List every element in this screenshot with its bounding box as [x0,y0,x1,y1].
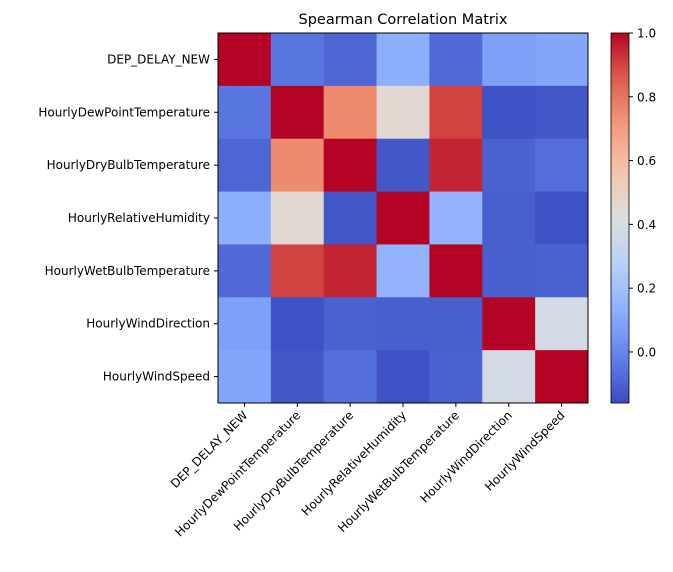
heatmap-cell [535,297,589,351]
heatmap-cell [323,297,378,351]
colorbar-tick-label: 0.4 [637,218,656,232]
heatmap-cell [323,85,378,140]
heatmap-cell [218,350,272,404]
heatmap-cell [376,33,430,87]
x-tick-label: HourlyRelativeHumidity [299,408,409,518]
colorbar-tick-label: 1.0 [637,27,656,41]
heatmap-cell [429,191,483,245]
x-axis-labels: DEP_DELAY_NEWHourlyDewPointTemperatureHo… [168,403,568,539]
heatmap-cell [482,297,536,351]
heatmap-cell [270,85,325,140]
heatmap-cell [218,297,272,351]
y-tick-label: HourlyWetBulbTemperature [45,264,210,278]
heatmap-cell [482,33,536,87]
colorbar-tick-label: 0.2 [637,282,656,296]
heatmap-cell [482,350,536,404]
heatmap-cell [429,297,483,351]
colorbar-tick-label: 0.0 [637,345,656,359]
heatmap-cell [535,138,589,193]
heatmap-cell [218,244,272,298]
heatmap-cell [218,33,272,87]
heatmap-cell [376,191,430,245]
heatmap-cell [376,85,430,140]
heatmap-cell [429,244,483,298]
heatmap-cell [429,85,483,140]
heatmap-cell [218,85,272,140]
heatmap-cell [218,138,272,193]
heatmap-cell [323,244,378,298]
heatmap-cell [323,191,378,245]
y-tick-label: HourlyRelativeHumidity [68,211,210,225]
y-tick-label: HourlyWindDirection [86,317,210,331]
heatmap-cell [429,33,483,87]
heatmap-cell [218,191,272,245]
chart-title: Spearman Correlation Matrix [299,12,508,28]
heatmap-cell [376,138,430,193]
heatmap-cell [535,350,589,404]
heatmap-cell [376,244,430,298]
heatmap-cell [270,244,325,298]
heatmap-cell [482,244,536,298]
heatmap-cell [429,350,483,404]
heatmap-cell [482,138,536,193]
heatmap-cell [535,191,589,245]
heatmap-cell [482,85,536,140]
colorbar [610,32,630,404]
heatmap-cell [323,138,378,193]
y-tick-label: DEP_DELAY_NEW [107,52,210,66]
heatmap-cell [376,350,430,404]
y-tick-label: HourlyDryBulbTemperature [47,158,210,172]
heatmap-cell [270,33,325,87]
colorbar-tick-label: 0.6 [637,154,656,168]
y-axis-labels: DEP_DELAY_NEW HourlyDewPointTemperature Ho… [38,52,218,384]
colorbar-tick-label: 0.8 [637,90,656,104]
heatmap-cell [270,191,325,245]
heatmap-cell [535,33,589,87]
heatmap-cell [376,297,430,351]
heatmap-cell [482,191,536,245]
heatmap-cell [535,85,589,140]
heatmap-cell [429,138,483,193]
heatmap-cell [270,297,325,351]
heatmap-cells [218,33,589,404]
heatmap-cell [270,350,325,404]
heatmap-cell [535,244,589,298]
colorbar-ticks: 0.0 0.2 0.4 0.6 0.8 1.0 [629,27,656,359]
y-tick-label: HourlyDewPointTemperature [38,105,210,119]
heatmap-cell [323,33,378,87]
y-tick-label: HourlyWindSpeed [103,370,210,384]
heatmap-cell [270,138,325,193]
heatmap-cell [323,350,378,404]
x-tick-label: HourlyWindDirection [417,408,514,505]
